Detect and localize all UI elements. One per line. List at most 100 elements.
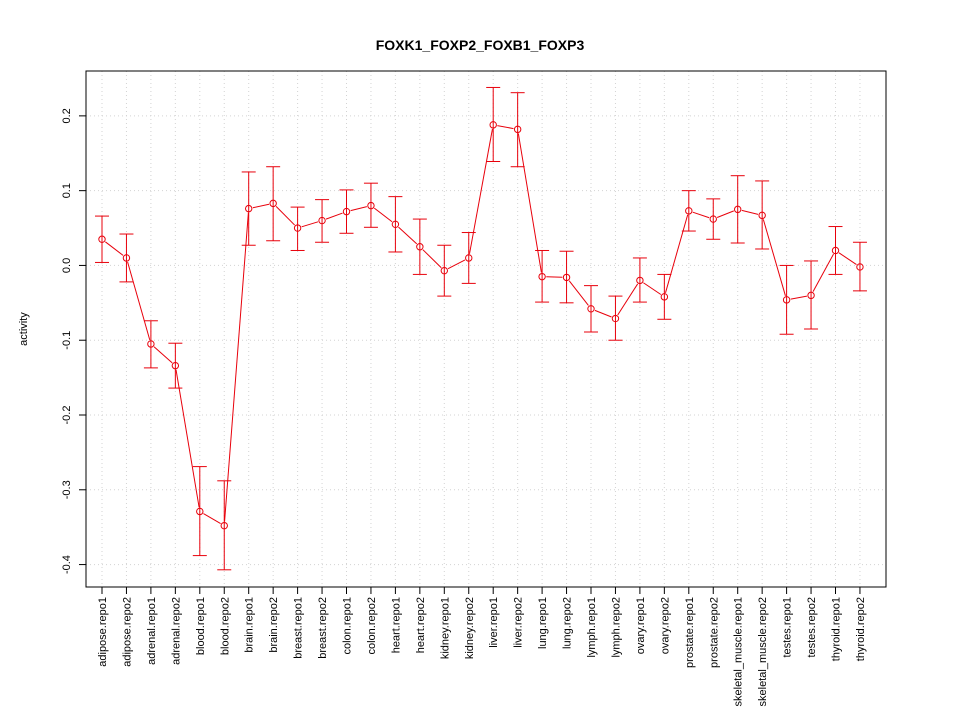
x-tick-label: lymph.repo1 (586, 597, 598, 658)
x-tick-label: thyroid.repo1 (831, 597, 843, 661)
x-tick-label: skeletal_muscle.repo2 (757, 597, 769, 706)
data-point (293, 224, 302, 232)
y-tick-label: 0.2 (61, 108, 73, 123)
data-point (636, 276, 644, 285)
y-tick-label: -0.4 (61, 555, 73, 574)
data-point (269, 199, 277, 208)
x-tick-label: adipose.repo1 (97, 597, 109, 667)
data-point (782, 296, 791, 304)
x-tick-label: colon.repo1 (342, 597, 354, 655)
data-point (807, 291, 815, 300)
data-point (440, 266, 448, 275)
x-tick-label: breast.repo2 (317, 597, 329, 659)
data-point (758, 211, 766, 220)
series-line-segment (517, 133, 542, 273)
x-tick-label: lung.repo2 (562, 597, 574, 649)
series-line-segment (838, 252, 857, 266)
series-line-segment (105, 241, 124, 256)
x-tick-label: testes.repo2 (806, 597, 818, 658)
data-point (98, 235, 106, 243)
error-bars (95, 86, 867, 571)
series-line-segment (643, 282, 662, 295)
series-line-segment (716, 210, 734, 218)
plot-box (85, 70, 887, 588)
x-tick-label: ovary.repo1 (635, 597, 647, 654)
series-line-segment (350, 206, 367, 212)
x-tick-label: blood.repo2 (219, 597, 231, 655)
series-line-segment (153, 346, 173, 364)
data-point (220, 521, 228, 530)
series-line-segment (617, 283, 639, 316)
x-tick-label: liver.repo1 (488, 597, 500, 648)
x-tick-label: colon.repo2 (366, 597, 378, 655)
series-line-group (105, 125, 857, 525)
data-point (831, 246, 840, 255)
y-tick-label: 0.0 (61, 258, 73, 273)
data-point (538, 272, 546, 281)
series-line-segment (252, 203, 270, 209)
data-point (489, 121, 497, 129)
x-tick-label: kidney.repo1 (439, 597, 451, 659)
data-point (587, 305, 595, 313)
x-tick-label: adipose.repo2 (121, 597, 133, 667)
x-tick-label: heart.repo2 (415, 597, 427, 653)
series-line-segment (224, 212, 249, 522)
data-point (416, 243, 424, 251)
x-tick-label: testes.repo1 (782, 597, 794, 658)
series-line-segment (325, 212, 343, 220)
x-tick-label: prostate.repo2 (708, 597, 720, 668)
x-tick-label: ovary.repo2 (659, 597, 671, 654)
data-point (660, 293, 669, 301)
y-tick-label: -0.3 (61, 480, 73, 499)
series-line-segment (692, 211, 710, 219)
data-point (734, 205, 742, 214)
data-point (122, 254, 131, 262)
data-point (245, 204, 253, 213)
y-tick-label: -0.1 (61, 331, 73, 350)
x-tick-label: lymph.repo2 (610, 597, 622, 658)
series-line-segment (762, 219, 786, 296)
series-line-segment (175, 369, 200, 508)
x-tick-label: thyroid.repo2 (855, 597, 867, 661)
x-tick-label: breast.repo1 (293, 597, 305, 659)
data-point (367, 201, 375, 210)
data-point (391, 220, 400, 229)
x-tick-label: heart.repo1 (390, 597, 402, 653)
series-line-segment (812, 253, 834, 292)
y-axis: -0.4 -0.3 -0.2 -0.1 0.0 0.1 0.2 (61, 108, 87, 574)
data-point (685, 207, 693, 215)
data-point (147, 340, 155, 348)
series-line-segment (665, 214, 689, 293)
data-point (318, 216, 326, 225)
data-point (342, 207, 351, 216)
y-tick-label: -0.2 (61, 406, 73, 425)
x-tick-label: brain.repo1 (244, 597, 256, 653)
x-tick-label: lung.repo1 (537, 597, 549, 649)
data-point (856, 263, 864, 271)
series-line-segment (203, 513, 221, 525)
y-axis-label: activity (18, 312, 30, 346)
data-points (98, 121, 864, 530)
data-point (709, 215, 717, 223)
data-point (171, 361, 180, 370)
series-line-segment (497, 125, 514, 130)
x-axis: adipose.repo1 adipose.repo2 adrenal.repo1 a… (97, 586, 867, 706)
series-line-segment (275, 205, 295, 226)
series-line-segment (398, 226, 418, 245)
y-tick-label: 0.1 (61, 183, 73, 198)
series-line-segment (373, 207, 393, 223)
x-tick-label: prostate.repo1 (684, 597, 696, 668)
series-line-segment (422, 249, 442, 269)
x-tick-label: liver.repo2 (513, 597, 525, 648)
series-line-segment (301, 221, 319, 228)
series-line-segment (741, 209, 759, 215)
x-tick-label: kidney.repo2 (464, 597, 476, 659)
data-point (196, 507, 204, 516)
series-line-segment (568, 280, 589, 306)
grid (86, 71, 886, 587)
series-line-segment (447, 259, 466, 270)
series-line-segment (594, 309, 612, 318)
data-point (465, 254, 473, 262)
series-line-segment (790, 295, 808, 300)
